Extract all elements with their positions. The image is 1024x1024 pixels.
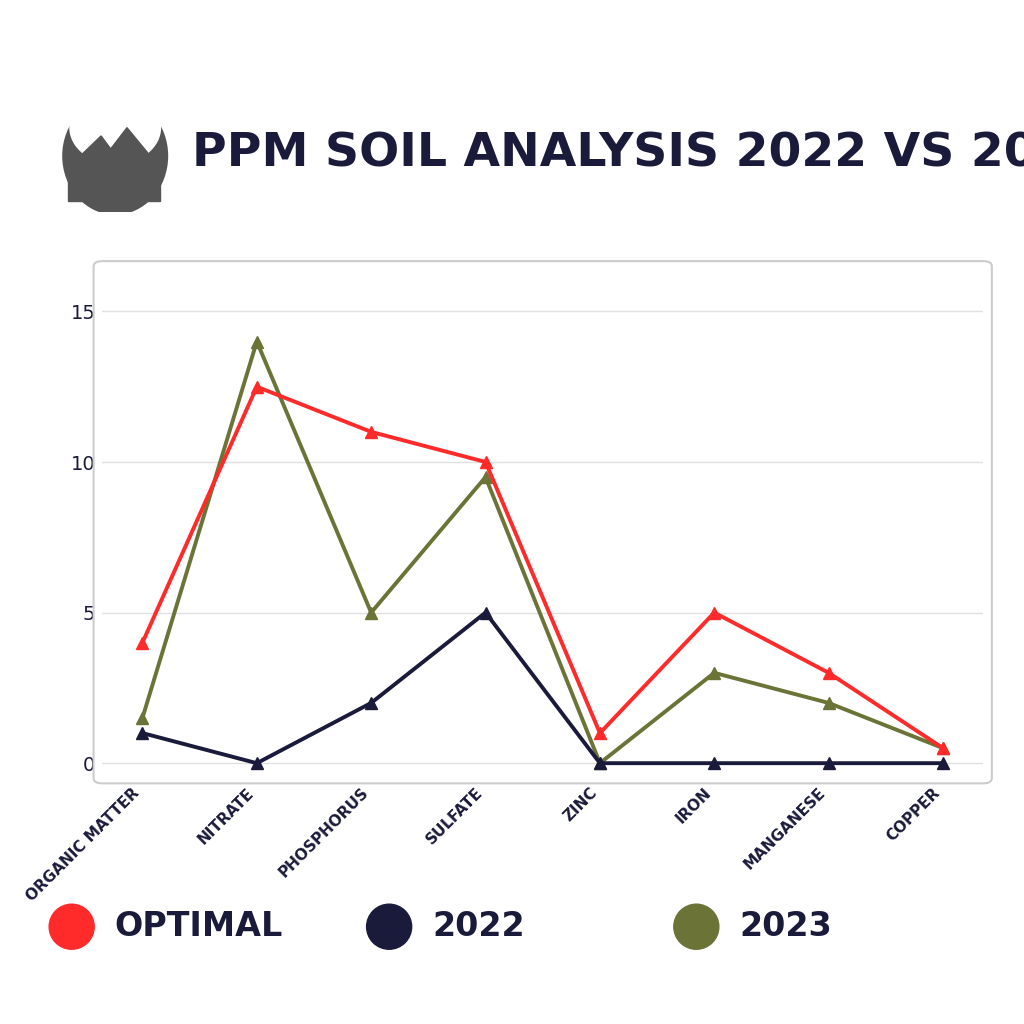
Text: OPTIMAL: OPTIMAL — [115, 910, 283, 943]
Ellipse shape — [62, 97, 168, 215]
Text: 2023: 2023 — [739, 910, 833, 943]
Text: 2022: 2022 — [432, 910, 524, 943]
Polygon shape — [68, 168, 160, 201]
Polygon shape — [68, 136, 125, 168]
Text: PPM SOIL ANALYSIS 2022 VS 2023: PPM SOIL ANALYSIS 2022 VS 2023 — [193, 131, 1024, 176]
Ellipse shape — [70, 91, 161, 164]
Polygon shape — [96, 128, 160, 168]
